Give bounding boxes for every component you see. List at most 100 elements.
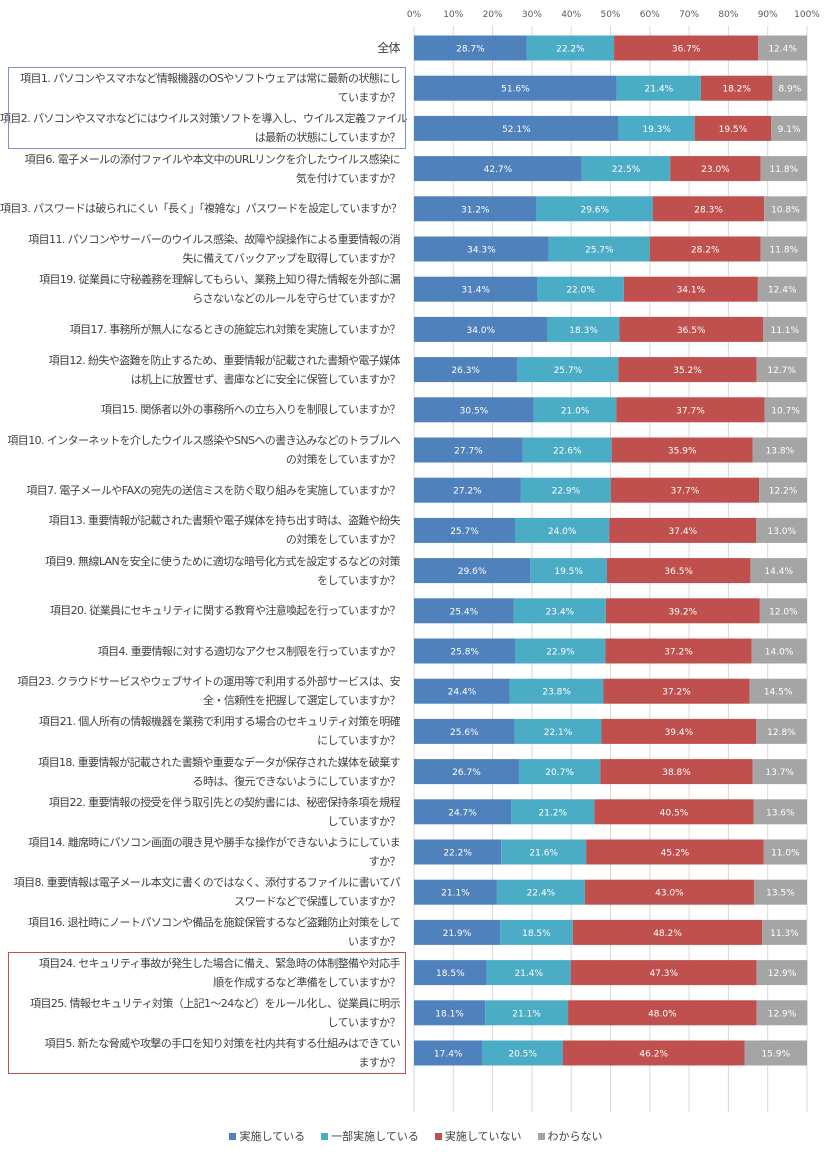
data-label: 45.2% — [661, 849, 690, 859]
bar-segment-1 — [414, 960, 487, 986]
bar-segment-3 — [606, 558, 751, 584]
row-label: 項目17. 事務所が無人になるときの施錠忘れ対策を実施していますか？ — [0, 320, 401, 339]
data-label: 28.2% — [691, 246, 720, 256]
bar-segment-1 — [414, 718, 515, 744]
legend-label: 実施していない — [444, 1130, 522, 1143]
x-tick-label: 70% — [679, 10, 699, 20]
row-label-line: 項目8. 重要情報は電子メール本文に書くのではなく、添付するファイルに書いてパ — [13, 876, 401, 890]
data-label: 31.4% — [461, 286, 490, 296]
data-label: 22.9% — [546, 648, 575, 658]
data-label: 42.7% — [484, 165, 513, 175]
data-label: 40.5% — [660, 808, 689, 818]
bar-segment-3 — [605, 598, 760, 624]
bar-segment-2 — [618, 115, 695, 141]
x-tick-label: 50% — [600, 10, 620, 20]
row-label-line: 項目15. 関係者以外の事務所への立ち入りを制限していますか？ — [100, 403, 401, 417]
bar-segment-1 — [414, 558, 531, 584]
bar-segment-1 — [414, 919, 501, 945]
bar-segment-2 — [520, 477, 611, 503]
row-label-line: 項目23. クラウドサービスやウェブサイトの運用等で利用する外部サービスは、安 — [17, 675, 400, 689]
legend-item: わからない — [537, 1130, 603, 1143]
data-label: 24.4% — [448, 688, 477, 698]
data-label: 18.1% — [435, 1009, 464, 1019]
row-label: 項目19. 従業員に守秘義務を理解してもらい、業務上知り得た情報を外部に漏 らさな… — [0, 270, 401, 308]
legend-label: 一部実施している — [331, 1130, 419, 1143]
bar-segment-3 — [584, 879, 754, 905]
data-label: 22.2% — [556, 45, 585, 55]
row-label: 項目10. インターネットを介したウイルス感染やSNSへの書き込みなどのトラブル… — [0, 431, 400, 469]
row-label-line: 項目6. 電子メールの添付ファイルや本文中のURLリンクを介したウイルス感染に — [24, 152, 401, 166]
data-label: 13.0% — [768, 527, 797, 537]
bar-segment-3 — [700, 75, 773, 101]
bar-segment-1 — [414, 357, 518, 383]
row-label: 項目24. セキュリティ事故が発生した場合に備え、緊急時の体制整備や対応手 順を作… — [0, 954, 401, 992]
data-label: 39.4% — [665, 728, 694, 738]
row-label-line: ますか？ — [358, 1056, 400, 1069]
bar-segment-4 — [771, 115, 807, 141]
bar-segment-2 — [533, 397, 617, 423]
row-label-line: 項目1. パソコンやスマホなど情報機器のOSやソフトウェアは常に最新の状態にし — [20, 72, 401, 86]
legend-item: 実施している — [229, 1130, 305, 1143]
bar-segment-3 — [605, 638, 752, 664]
legend-item: 実施していない — [434, 1130, 522, 1143]
data-label: 19.5% — [719, 125, 748, 135]
row-label-line: 項目21. 個人所有の情報機器を業務で利用する場合のセキュリティ対策を明確 — [38, 715, 401, 729]
bar-segment-4 — [749, 678, 807, 704]
data-label: 21.4% — [514, 969, 543, 979]
row-label-line: は机上に放置せず、書庫などに安全に保管していますか？ — [130, 372, 401, 386]
data-label: 13.6% — [766, 808, 795, 818]
bar-segment-2 — [547, 316, 620, 342]
row-label-line: の対策をしていますか？ — [285, 453, 401, 466]
bar-segment-1 — [414, 598, 514, 624]
data-label: 22.2% — [443, 849, 472, 859]
bar-segment-3 — [652, 196, 765, 222]
data-label: 22.5% — [612, 165, 641, 175]
bar-segment-2 — [517, 357, 619, 383]
data-label: 25.8% — [450, 648, 479, 658]
row-label-line: していますか？ — [327, 1015, 401, 1029]
data-label: 14.5% — [764, 688, 793, 698]
data-label: 12.2% — [769, 487, 798, 497]
bar-segment-4 — [757, 276, 807, 302]
bar-segment-1 — [414, 35, 527, 61]
legend-label: 実施している — [239, 1130, 306, 1143]
bar-segment-3 — [616, 397, 765, 423]
bar-segment-1 — [414, 799, 512, 825]
bar-segment-2 — [500, 919, 573, 945]
row-label-line: 項目16. 退社時にノートパソコンや備品を施錠保管するなど盗難防止対策をして — [28, 916, 400, 930]
row-label: 項目8. 重要情報は電子メール本文に書くのではなく、添付するファイルに書いてパス… — [0, 873, 401, 911]
bar-segment-3 — [611, 437, 753, 463]
data-label: 12.7% — [767, 366, 796, 376]
bar-segment-2 — [514, 718, 602, 744]
bar-segment-3 — [601, 718, 757, 744]
row-label-line: 項目18. 重要情報が記載された書類や重要なデータが保存された媒体を破棄す — [38, 755, 400, 769]
bar-segment-4 — [752, 759, 807, 785]
bar-segment-4 — [756, 1000, 808, 1026]
bar-segment-4 — [760, 236, 807, 262]
data-label: 48.2% — [653, 929, 682, 939]
bar-segment-3 — [586, 839, 764, 865]
bar-segment-4 — [753, 799, 807, 825]
data-label: 37.4% — [669, 527, 698, 537]
data-label: 20.5% — [508, 1050, 537, 1060]
data-label: 23.0% — [701, 165, 730, 175]
row-label-line: にしていますか？ — [317, 734, 400, 748]
row-label-line: 項目22. 重要情報の授受を伴う取引先との契約書には、秘密保持条項を規程 — [48, 795, 401, 809]
bar-segment-1 — [414, 115, 619, 141]
bar-segment-1 — [414, 678, 510, 704]
data-label: 21.1% — [441, 889, 470, 899]
row-label-line: 項目7. 電子メールやFAXの宛先の送信ミスを防ぐ取り組みを実施していますか？ — [26, 483, 400, 497]
bar-segment-4 — [756, 718, 807, 744]
x-tick-label: 80% — [718, 10, 738, 20]
x-tick-label: 90% — [758, 10, 778, 20]
row-label-line: 項目5. 新たな脅威や攻撃の手口を知り対策を社内共有する仕組みはできてい — [44, 1037, 401, 1050]
bar-segment-4 — [759, 598, 807, 624]
x-tick-label: 30% — [522, 10, 542, 20]
row-label: 項目2. パソコンやスマホなどにはウイルス対策ソフトを導入し、ウイルス定義ファイ… — [0, 109, 408, 147]
bar-segment-2 — [501, 839, 587, 865]
data-label: 19.3% — [642, 125, 671, 135]
data-label: 12.9% — [768, 1009, 797, 1019]
data-label: 25.7% — [554, 366, 583, 376]
data-label: 20.7% — [545, 768, 574, 778]
legend-swatch — [434, 1133, 442, 1140]
